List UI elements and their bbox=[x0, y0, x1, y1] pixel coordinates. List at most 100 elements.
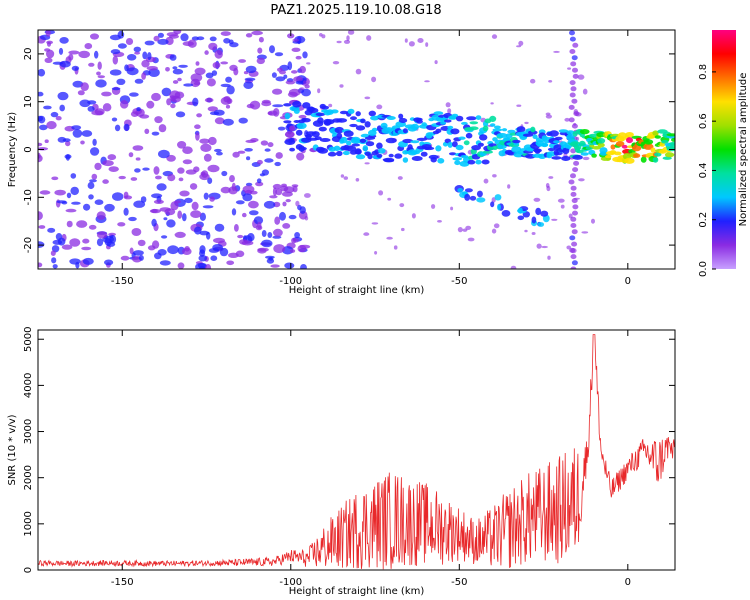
spectrogram-cell bbox=[571, 260, 578, 266]
spectrogram-cell bbox=[385, 127, 393, 131]
spectrogram-cell bbox=[463, 140, 470, 146]
spectrogram-cell bbox=[562, 147, 570, 154]
spectrogram-cell bbox=[560, 204, 565, 209]
spectrogram-cell bbox=[238, 117, 248, 124]
spectrogram-cell bbox=[548, 80, 553, 83]
spectrogram-cell bbox=[126, 67, 139, 76]
spectrogram-cell bbox=[267, 232, 273, 238]
spectrogram-cell bbox=[199, 230, 210, 236]
spectrogram-cell bbox=[491, 34, 498, 39]
spectrogram-cell bbox=[469, 126, 479, 131]
spectrogram-cell bbox=[65, 140, 71, 147]
spectrogram-cell bbox=[108, 232, 116, 236]
spectrogram-cell bbox=[447, 141, 453, 148]
spectrogram-cell bbox=[191, 201, 199, 211]
snr-series-line bbox=[38, 334, 675, 570]
spectrogram-cell bbox=[58, 47, 64, 55]
spectrogram-cell bbox=[292, 38, 300, 42]
spectrogram-cell bbox=[437, 158, 445, 164]
x-tick-label: -50 bbox=[451, 276, 467, 287]
spectrogram-cell bbox=[652, 157, 659, 163]
spectrogram-cell bbox=[190, 210, 202, 219]
spectrogram-cell bbox=[146, 100, 155, 109]
spectrogram-cell bbox=[437, 220, 442, 223]
spectrogram-cell bbox=[340, 174, 345, 178]
spectrogram-cell bbox=[408, 41, 415, 47]
spectrogram-cell bbox=[573, 111, 580, 117]
spectrogram-cell bbox=[223, 38, 231, 44]
spectrogram-cell bbox=[151, 218, 157, 227]
spectrogram-cell bbox=[449, 152, 457, 156]
spectrogram-cell bbox=[231, 182, 236, 192]
spectrogram-cell bbox=[214, 223, 225, 232]
spectrogram-cell bbox=[640, 156, 647, 163]
spectrogram-cell bbox=[233, 67, 239, 76]
spectrogram-cell bbox=[108, 166, 119, 173]
spectrogram-cell bbox=[296, 152, 305, 161]
spectrogram-cell bbox=[572, 167, 579, 173]
spectrogram-cell bbox=[110, 49, 121, 55]
spectrogram-cell bbox=[45, 30, 51, 37]
spectrogram-cell bbox=[207, 164, 220, 173]
spectrogram-cell bbox=[131, 228, 142, 236]
spectrogram-cell bbox=[451, 113, 459, 118]
spectrogram-cell bbox=[124, 64, 129, 72]
spectrogram-cell bbox=[135, 157, 141, 161]
spectrogram-cell bbox=[198, 255, 208, 262]
spectrogram-cell bbox=[209, 111, 220, 116]
spectrogram-cell bbox=[123, 123, 130, 132]
spectrogram-cell bbox=[333, 145, 341, 151]
spectrogram-cell bbox=[245, 65, 257, 74]
spectrogram-cell bbox=[512, 139, 521, 144]
spectrogram-cell bbox=[177, 141, 187, 149]
spectrogram-cell bbox=[57, 237, 66, 246]
spectrogram-cell bbox=[44, 139, 49, 143]
spectrogram-cell bbox=[88, 62, 95, 67]
spectrogram-cell bbox=[330, 109, 339, 114]
spectrogram-cell bbox=[46, 121, 57, 130]
spectrogram-cell bbox=[661, 140, 669, 144]
spectrogram-cell bbox=[450, 206, 454, 211]
spectrogram-cell bbox=[301, 88, 311, 97]
spectrogram-cell bbox=[101, 91, 112, 97]
spectrogram-cell bbox=[71, 201, 81, 205]
spectrogram-cell bbox=[546, 185, 551, 192]
spectrogram-cell bbox=[81, 246, 92, 251]
spectrogram-cell bbox=[592, 146, 601, 150]
spectrogram-cell bbox=[104, 259, 114, 266]
spectrogram-cell bbox=[88, 194, 94, 200]
spectrogram-cell bbox=[94, 162, 102, 171]
spectrogram-cell bbox=[404, 38, 408, 43]
spectrogram-cell bbox=[336, 150, 343, 157]
spectrogram-cell bbox=[52, 264, 58, 269]
spectrogram-cell bbox=[393, 245, 398, 250]
spectrogram-cell bbox=[76, 220, 88, 228]
spectrogram-cell bbox=[136, 107, 141, 112]
spectrogram-cell bbox=[551, 156, 562, 160]
spectrogram-cell bbox=[579, 129, 590, 135]
spectrogram-cell bbox=[617, 132, 627, 139]
spectrogram-cell bbox=[279, 211, 286, 221]
spectrogram-cell bbox=[289, 137, 295, 142]
spectrogram-cell bbox=[654, 152, 662, 157]
spectrogram-cell bbox=[654, 135, 661, 139]
spectrogram-cell bbox=[97, 61, 102, 70]
spectrogram-cell bbox=[301, 118, 311, 123]
spectrogram-cell bbox=[134, 168, 141, 173]
spectrogram-cell bbox=[378, 148, 386, 154]
spectrogram-cell bbox=[283, 120, 292, 124]
spectrogram-cell bbox=[465, 225, 472, 230]
spectrogram-cell bbox=[167, 174, 176, 182]
spectrogram-cell bbox=[272, 187, 277, 196]
spectrogram-cell bbox=[59, 37, 69, 44]
spectrogram-cell bbox=[570, 191, 577, 197]
spectrogram-cell bbox=[547, 255, 551, 260]
spectrogram-cell bbox=[434, 60, 438, 65]
spectrogram-cell bbox=[79, 99, 91, 108]
spectrogram-cell bbox=[256, 159, 263, 165]
spectrogram-cell bbox=[80, 82, 89, 91]
spectrogram-cell bbox=[156, 183, 167, 191]
spectrogram-cell bbox=[245, 33, 253, 38]
spectrogram-cell bbox=[38, 91, 44, 97]
spectrogram-cell bbox=[345, 145, 357, 152]
